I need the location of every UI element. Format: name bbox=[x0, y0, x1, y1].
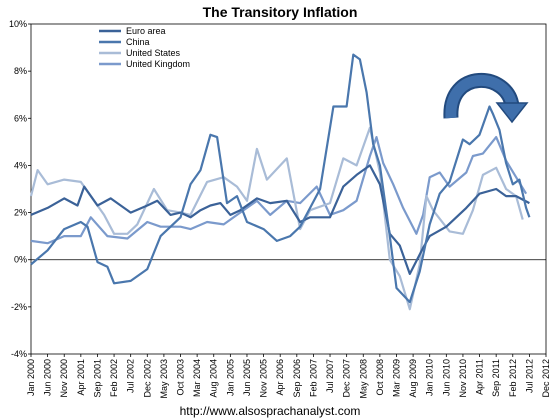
y-tick-label: 0% bbox=[14, 255, 27, 265]
plot-frame bbox=[30, 23, 547, 355]
y-tick-label: 4% bbox=[14, 160, 27, 170]
x-tick-label: Apr 2011 bbox=[475, 359, 485, 395]
x-tick-label: Sep 2011 bbox=[491, 359, 501, 397]
x-tick-label: Jul 2007 bbox=[325, 359, 335, 393]
x-tick-label: Aug 2004 bbox=[209, 359, 219, 398]
x-tick-label: May 2008 bbox=[358, 359, 368, 399]
x-tick-label: Nov 2000 bbox=[59, 359, 69, 398]
x-tick-label: Sep 2006 bbox=[292, 359, 302, 398]
x-tick-label: Sep 2001 bbox=[92, 359, 102, 398]
x-tick-label: Feb 2002 bbox=[109, 359, 119, 397]
x-tick-label: Nov 2005 bbox=[259, 359, 269, 398]
y-tick-label: 2% bbox=[14, 208, 27, 218]
chart-title: The Transitory Inflation bbox=[203, 4, 358, 20]
x-tick-label: Jul 2012 bbox=[524, 359, 534, 393]
x-tick-label: Feb 2007 bbox=[308, 359, 318, 397]
x-tick-label: Jan 2000 bbox=[26, 359, 36, 396]
series-line-united-states bbox=[29, 126, 524, 311]
x-tick-label: Jul 2002 bbox=[126, 359, 136, 393]
x-tick-label: Oct 2003 bbox=[176, 359, 186, 396]
x-tick-label: Jun 2000 bbox=[43, 359, 53, 396]
y-tick-label: 10% bbox=[9, 19, 27, 29]
x-tick-label: Apr 2006 bbox=[275, 359, 285, 396]
plot-area: -4% -2% 0% 2% 4% 6% 8% 10% Jan 2000 Jun 2000 Nov 2… bbox=[9, 19, 551, 399]
legend-label: China bbox=[126, 37, 150, 47]
x-tick-label: Jun 2005 bbox=[242, 359, 252, 396]
x-tick-label: Jan 2010 bbox=[425, 359, 435, 396]
x-tick-label: Oct 2008 bbox=[375, 359, 385, 396]
legend-label: United States bbox=[126, 48, 181, 58]
series-line-euro-area bbox=[30, 164, 530, 275]
legend-label: United Kingdom bbox=[126, 59, 190, 69]
x-tick-label: Dec 2007 bbox=[342, 359, 352, 398]
y-tick-label: -2% bbox=[11, 302, 27, 312]
x-tick-label: Apr 2001 bbox=[76, 359, 86, 396]
x-tick-label: Feb 2012 bbox=[508, 359, 518, 397]
series-line-china bbox=[30, 53, 531, 304]
x-tick-label: Aug 2009 bbox=[408, 359, 418, 398]
legend-label: Euro area bbox=[126, 26, 166, 36]
x-tick-label: Dec 2012 bbox=[541, 359, 551, 398]
x-tick-label: May 2003 bbox=[159, 359, 169, 399]
x-tick-label: Dec 2002 bbox=[142, 359, 152, 398]
x-tick-label: Mar 2004 bbox=[192, 359, 202, 397]
y-tick-label: -4% bbox=[11, 349, 27, 359]
x-tick-label: Jan 2005 bbox=[225, 359, 235, 396]
x-tick-label: Jun 2010 bbox=[441, 359, 451, 396]
y-tick-label: 8% bbox=[14, 66, 27, 76]
x-tick-label: Nov 2010 bbox=[458, 359, 468, 398]
trend-arrow-icon bbox=[443, 72, 529, 124]
footer-url: http://www.alsosprachanalyst.com bbox=[180, 404, 361, 418]
series-line-united-kingdom bbox=[30, 136, 528, 245]
x-tick-label: Mar 2009 bbox=[391, 359, 401, 397]
y-tick-label: 6% bbox=[14, 113, 27, 123]
